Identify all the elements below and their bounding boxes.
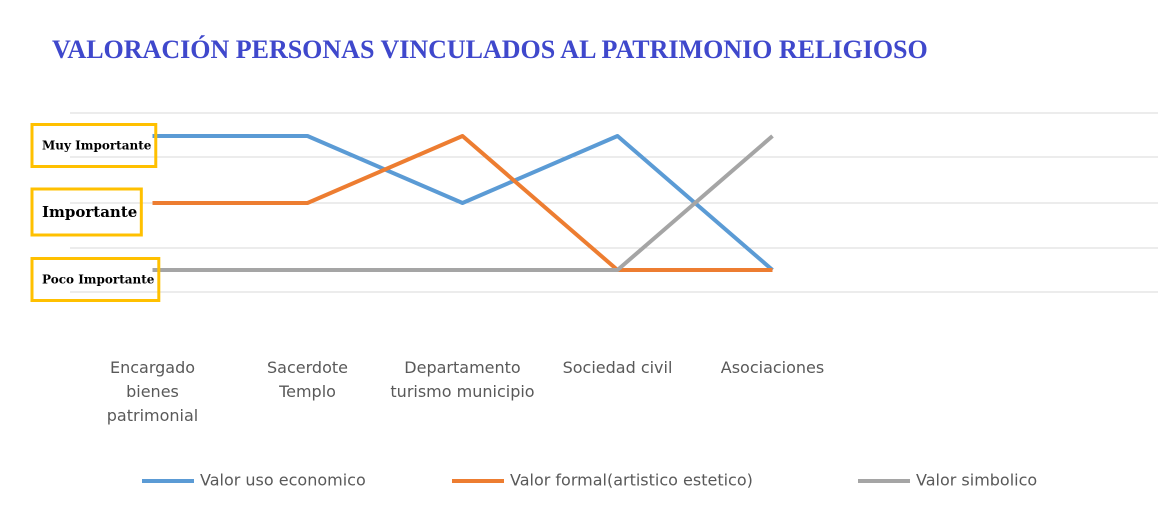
y-tick-box bbox=[30, 187, 143, 237]
x-tick-label: Asociaciones bbox=[720, 358, 825, 377]
x-tick-label: Sacerdote Templo bbox=[267, 358, 348, 401]
legend-label: Valor uso economico bbox=[200, 471, 366, 490]
x-tick-label: Encargado bienes patrimonial bbox=[106, 358, 199, 425]
series-line bbox=[152, 134, 774, 272]
legend-label: Valor formal(artistico estetico) bbox=[510, 471, 753, 490]
y-tick-label: Poco Importante bbox=[42, 273, 155, 287]
legend-label: Valor simbolico bbox=[916, 471, 1037, 490]
y-tick-label: Importante bbox=[42, 203, 137, 221]
x-tick-label: Departamento turismo municipio bbox=[390, 358, 535, 401]
series-line bbox=[152, 134, 774, 272]
y-tick-label: Muy Importante bbox=[42, 139, 152, 153]
y-tick-box bbox=[30, 257, 161, 302]
y-tick-box bbox=[30, 123, 158, 168]
series-line bbox=[152, 134, 773, 272]
chart-title: VALORACIÓN PERSONAS VINCULADOS AL PATRIM… bbox=[52, 35, 928, 64]
x-tick-label: Sociedad civil bbox=[562, 358, 673, 377]
